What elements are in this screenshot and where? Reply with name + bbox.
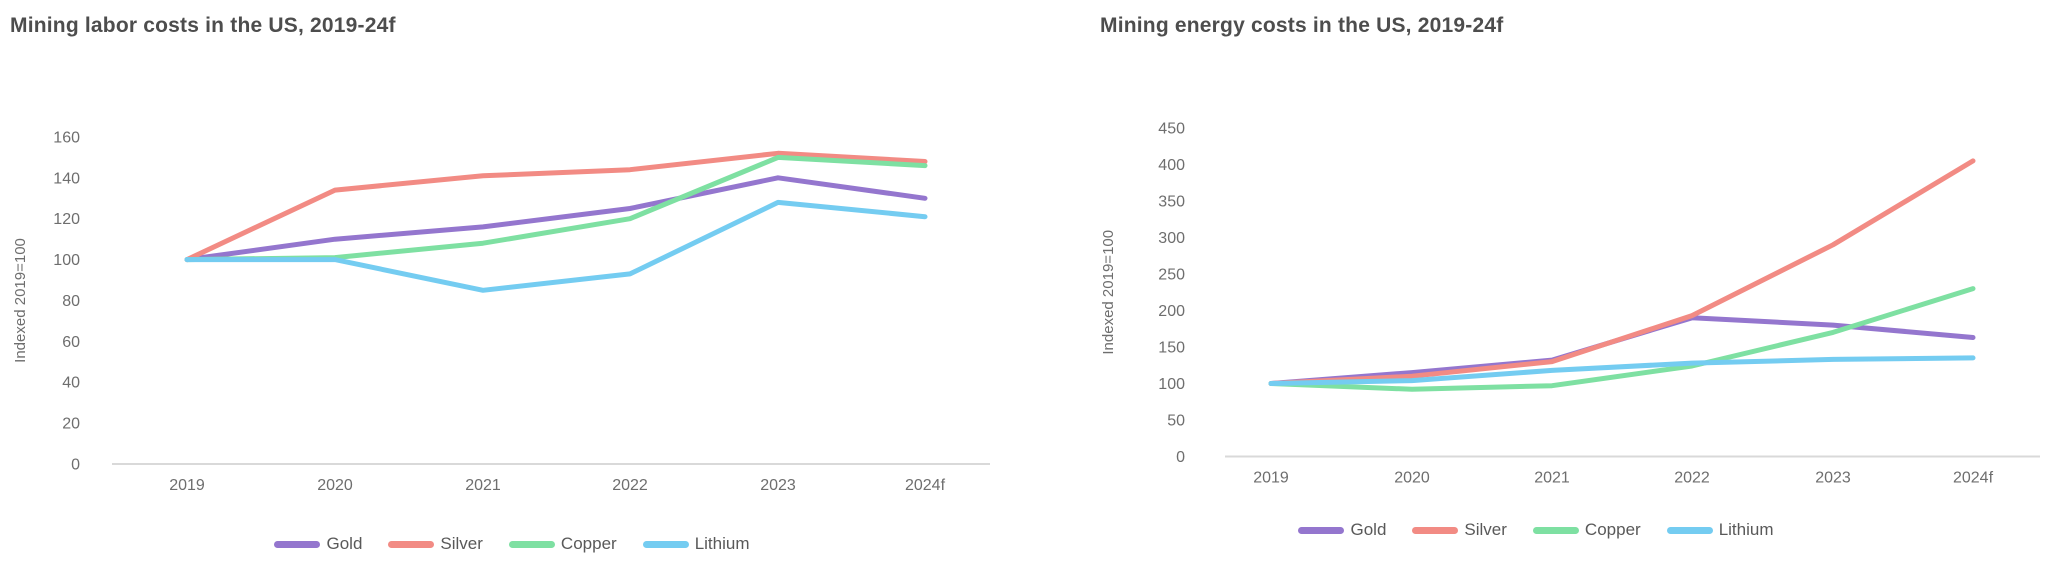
y-axis-tick-label: 150 [1158,340,1185,357]
labor-chart-plot: 0 20 40 60 80 100 120 140 160 Indexed 2019=100 201… [12,129,990,494]
legend-item-lithium: Lithium [642,534,750,554]
legend-item-copper: Copper [1532,520,1641,540]
legend-label: Copper [560,534,617,553]
legend-marker-lithium [642,540,689,548]
x-axis-tick-label: 2024f [1953,470,1994,487]
legend-marker-silver [388,540,435,548]
y-axis-tick-label: 400 [1158,157,1185,174]
labor-chart-legend: Gold Silver Copper Lithium [0,534,1024,554]
series-line-gold [184,175,928,263]
x-axis-tick-label: 2021 [465,477,501,494]
series-line-lithium [1268,355,1976,386]
energy-chart-legend: Gold Silver Copper Lithium [1024,520,2048,540]
y-axis-tick-label: 50 [1167,413,1185,430]
y-axis-tick-label: 120 [53,211,80,228]
energy-chart-plot: 0 50 100 150 200 250 300 350 400 450 Indexed 2019=… [1100,121,2040,487]
y-axis-tick-label: 160 [53,129,80,146]
legend-item-silver: Silver [1412,520,1507,540]
y-axis-tick-label: 140 [53,170,80,187]
legend-item-silver: Silver [388,534,483,554]
x-axis-tick-label: 2020 [317,477,353,494]
y-axis-title: Indexed 2019=100 [12,238,29,363]
y-axis-tick-label: 300 [1158,230,1185,247]
legend-label: Gold [326,534,363,553]
series-line-copper [1268,286,1976,392]
y-axis-tick-label: 450 [1158,121,1185,138]
labor-costs-chart-panel: Mining labor costs in the US, 2019-24f 0… [0,14,1024,554]
x-axis-tick-label: 2023 [760,477,796,494]
series-line-silver [1268,158,1976,386]
legend-label: Gold [1350,520,1387,539]
y-axis-tick-label: 0 [71,457,80,474]
legend-marker-copper [508,540,555,548]
y-axis-tick-label: 100 [53,252,80,269]
legend-label: Silver [1464,520,1507,539]
legend-marker-gold [274,540,321,548]
y-axis-tick-label: 20 [62,416,80,433]
series-line-lithium [184,199,928,293]
legend-item-lithium: Lithium [1666,520,1774,540]
legend-item-gold: Gold [274,534,362,554]
legend-item-copper: Copper [508,534,617,554]
legend-label: Silver [440,534,483,553]
energy-costs-chart-panel: Mining energy costs in the US, 2019-24f … [1024,0,2048,574]
legend-label: Lithium [694,534,750,553]
y-axis-tick-label: 60 [62,334,80,351]
x-axis-tick-label: 2019 [169,477,205,494]
y-axis-tick-label: 40 [62,375,80,392]
x-axis-tick-label: 2020 [1394,470,1430,487]
labor-chart-title: Mining labor costs in the US, 2019-24f [10,14,396,37]
energy-chart-title: Mining energy costs in the US, 2019-24f [1100,14,1504,37]
x-axis-tick-label: 2024f [905,477,946,494]
y-axis-title: Indexed 2019=100 [1100,230,1117,355]
x-axis-tick-label: 2022 [1674,470,1710,487]
series-line-silver [184,150,928,263]
y-axis-tick-label: 0 [1176,449,1185,466]
y-axis-tick-label: 80 [62,293,80,310]
legend-label: Lithium [1718,520,1774,539]
x-axis-tick-label: 2021 [1534,470,1570,487]
legend-marker-gold [1298,526,1345,534]
x-axis-tick-label: 2022 [612,477,648,494]
x-axis-tick-label: 2019 [1253,470,1289,487]
legend-marker-copper [1532,526,1579,534]
x-axis-tick-label: 2023 [1815,470,1851,487]
y-axis-tick-label: 350 [1158,194,1185,211]
legend-marker-silver [1412,526,1459,534]
legend-item-gold: Gold [1298,520,1386,540]
y-axis-tick-label: 200 [1158,303,1185,320]
legend-marker-lithium [1666,526,1713,534]
y-axis-tick-label: 250 [1158,267,1185,284]
y-axis-tick-label: 100 [1158,376,1185,393]
legend-label: Copper [1584,520,1641,539]
